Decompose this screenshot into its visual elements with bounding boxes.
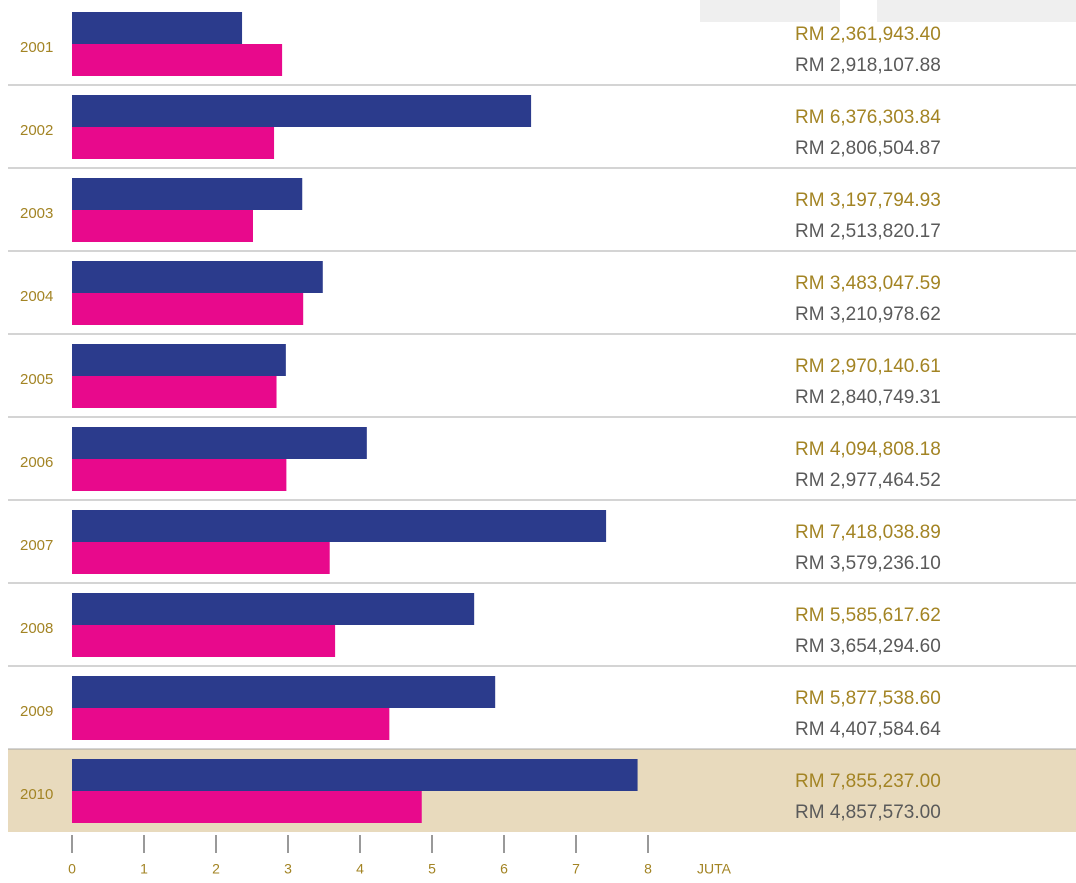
bar (72, 12, 243, 44)
bar (72, 459, 287, 491)
value-label: RM 3,483,047.59 (795, 273, 941, 294)
bar (72, 708, 390, 740)
bar (72, 376, 277, 408)
category-label: 2010 (20, 786, 53, 803)
bar (72, 759, 638, 791)
bar (72, 510, 607, 542)
category-label: 2003 (20, 205, 53, 222)
x-tick-label: 8 (644, 861, 652, 877)
value-label: RM 2,977,464.52 (795, 470, 941, 491)
x-tick-label: 3 (284, 861, 292, 877)
value-label: RM 2,361,943.40 (795, 24, 941, 45)
value-label: RM 2,970,140.61 (795, 356, 941, 377)
bar (72, 344, 286, 376)
bar (72, 593, 475, 625)
value-label: RM 5,877,538.60 (795, 688, 941, 709)
category-label: 2007 (20, 537, 53, 554)
bar (72, 178, 303, 210)
x-tick-label: 1 (140, 861, 148, 877)
bar (72, 625, 336, 657)
category-label: 2009 (20, 703, 53, 720)
x-tick-label: 4 (356, 861, 364, 877)
value-label: RM 3,210,978.62 (795, 304, 941, 325)
bar (72, 542, 330, 574)
bar (72, 95, 532, 127)
x-tick-label: 6 (500, 861, 508, 877)
bar (72, 427, 367, 459)
value-label: RM 4,857,573.00 (795, 802, 941, 823)
bar (72, 261, 323, 293)
value-label: RM 2,840,749.31 (795, 387, 941, 408)
decor-block (700, 0, 840, 22)
category-label: 2001 (20, 39, 53, 56)
category-label: 2006 (20, 454, 53, 471)
bar (72, 293, 304, 325)
bar (72, 127, 275, 159)
category-label: 2005 (20, 371, 53, 388)
bar (72, 676, 496, 708)
x-tick-label: 5 (428, 861, 436, 877)
value-label: RM 6,376,303.84 (795, 107, 941, 128)
value-label: RM 2,513,820.17 (795, 221, 941, 242)
bar (72, 44, 283, 76)
value-label: RM 5,585,617.62 (795, 605, 941, 626)
value-label: RM 3,197,794.93 (795, 190, 941, 211)
value-label: RM 2,806,504.87 (795, 138, 941, 159)
x-tick-label: 0 (68, 861, 76, 877)
value-label: RM 4,407,584.64 (795, 719, 941, 740)
decor-block (877, 0, 1076, 22)
value-label: RM 3,654,294.60 (795, 636, 941, 657)
value-label: RM 4,094,808.18 (795, 439, 941, 460)
value-label: RM 7,855,237.00 (795, 771, 941, 792)
category-label: 2008 (20, 620, 53, 637)
x-tick-label: 2 (212, 861, 220, 877)
value-label: RM 2,918,107.88 (795, 55, 941, 76)
value-label: RM 3,579,236.10 (795, 553, 941, 574)
x-axis-label: JUTA (697, 861, 732, 877)
bar (72, 210, 253, 242)
bar (72, 791, 422, 823)
category-label: 2002 (20, 122, 53, 139)
category-label: 2004 (20, 288, 53, 305)
x-tick-label: 7 (572, 861, 580, 877)
value-label: RM 7,418,038.89 (795, 522, 941, 543)
